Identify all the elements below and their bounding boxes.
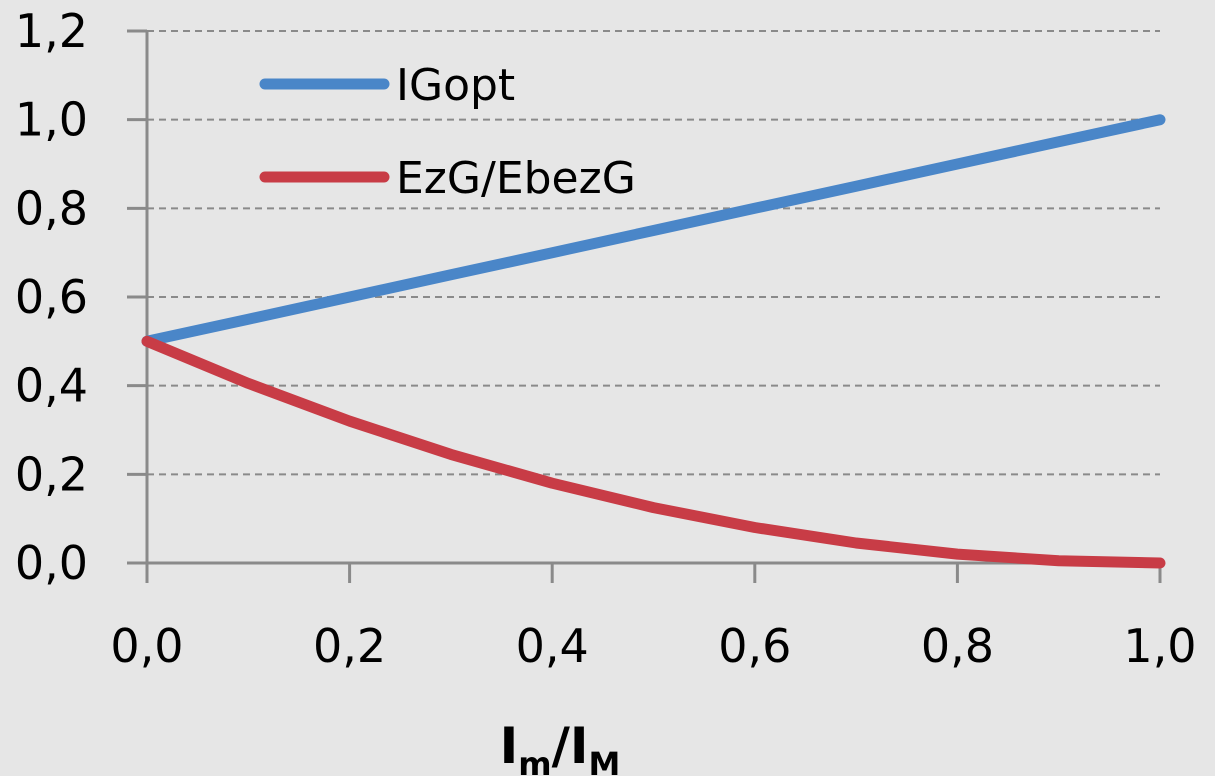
y-tick-label: 0,6: [15, 270, 88, 324]
legend-label-1: IGopt: [396, 60, 515, 111]
y-tick-labels: 0,0 0,2 0,4 0,6 0,8 1,0 1,2: [15, 4, 88, 590]
y-tick-label: 1,0: [15, 93, 88, 147]
x-tick-label: 0,6: [718, 619, 791, 673]
x-axis-title: Im/IM: [500, 717, 621, 776]
axes: [127, 29, 1162, 583]
x-tick-label: 0,8: [921, 619, 994, 673]
series-line-1: [141, 114, 1166, 347]
x-tick-labels: 0,0 0,2 0,4 0,6 0,8 1,0: [110, 619, 1196, 673]
x-tick-label: 0,4: [516, 619, 589, 673]
series-line-2: [141, 335, 1166, 569]
y-tick-label: 0,8: [15, 181, 88, 235]
x-tick-label: 0,0: [110, 619, 183, 673]
x-tick-label: 0,2: [313, 619, 386, 673]
legend: IGopt EzG/EbezG: [259, 60, 636, 204]
legend-label-2: EzG/EbezG: [396, 153, 636, 204]
y-tick-label: 0,4: [15, 359, 88, 413]
series-lines: [141, 114, 1166, 569]
x-tick-label: 1,0: [1123, 619, 1196, 673]
y-tick-label: 1,2: [15, 4, 88, 58]
y-tick-label: 0,2: [15, 447, 88, 501]
grid-lines: [147, 30, 1160, 476]
y-tick-label: 0,0: [15, 536, 88, 590]
